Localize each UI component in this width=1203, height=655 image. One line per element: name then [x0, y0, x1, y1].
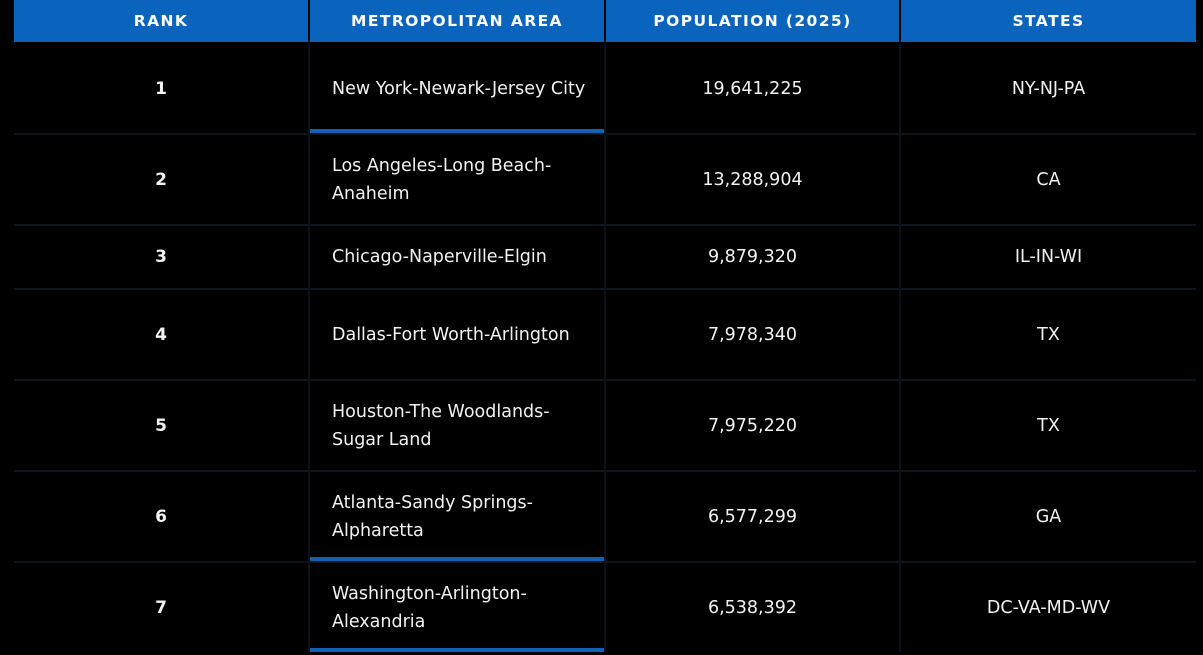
population-cell: 7,978,340 — [604, 288, 900, 380]
states-cell: IL-IN-WI — [899, 224, 1196, 289]
metro-area-cell: Houston-The Woodlands-Sugar Land — [308, 379, 605, 471]
table-row: 2 Los Angeles-Long Beach-Anaheim 13,288,… — [14, 133, 1196, 225]
rank-cell: 6 — [14, 470, 309, 562]
table-header-row: RANK METROPOLITAN AREA POPULATION (2025)… — [14, 0, 1196, 44]
states-cell: CA — [899, 133, 1196, 225]
rank-cell: 3 — [14, 224, 309, 289]
population-cell: 6,538,392 — [604, 561, 900, 652]
table-row: 7 Washington-Arlington-Alexandria 6,538,… — [14, 561, 1196, 652]
column-header-states[interactable]: STATES — [899, 0, 1196, 44]
states-cell: TX — [899, 379, 1196, 471]
metro-area-cell: Los Angeles-Long Beach-Anaheim — [308, 133, 605, 225]
column-header-metropolitan-area[interactable]: METROPOLITAN AREA — [308, 0, 605, 44]
metro-area-cell: Washington-Arlington-Alexandria — [308, 561, 605, 652]
column-header-population[interactable]: POPULATION (2025) — [604, 0, 900, 44]
population-cell: 19,641,225 — [604, 42, 900, 134]
states-cell: NY-NJ-PA — [899, 42, 1196, 134]
metro-area-cell: Atlanta-Sandy Springs-Alpharetta — [308, 470, 605, 562]
population-cell: 13,288,904 — [604, 133, 900, 225]
table-row: 5 Houston-The Woodlands-Sugar Land 7,975… — [14, 379, 1196, 471]
states-cell: TX — [899, 288, 1196, 380]
rank-cell: 4 — [14, 288, 309, 380]
population-cell: 6,577,299 — [604, 470, 900, 562]
metro-population-table: RANK METROPOLITAN AREA POPULATION (2025)… — [14, 0, 1196, 652]
population-cell: 7,975,220 — [604, 379, 900, 471]
column-header-rank[interactable]: RANK — [14, 0, 309, 44]
table-row: 1 New York-Newark-Jersey City 19,641,225… — [14, 42, 1196, 134]
rank-cell: 2 — [14, 133, 309, 225]
table-row: 3 Chicago-Naperville-Elgin 9,879,320 IL-… — [14, 224, 1196, 289]
population-cell: 9,879,320 — [604, 224, 900, 289]
table-row: 6 Atlanta-Sandy Springs-Alpharetta 6,577… — [14, 470, 1196, 562]
states-cell: GA — [899, 470, 1196, 562]
metro-area-cell: Chicago-Naperville-Elgin — [308, 224, 605, 289]
states-cell: DC-VA-MD-WV — [899, 561, 1196, 652]
rank-cell: 5 — [14, 379, 309, 471]
rank-cell: 7 — [14, 561, 309, 652]
table-row: 4 Dallas-Fort Worth-Arlington 7,978,340 … — [14, 288, 1196, 380]
metro-area-cell: New York-Newark-Jersey City — [308, 42, 605, 134]
metro-area-cell: Dallas-Fort Worth-Arlington — [308, 288, 605, 380]
rank-cell: 1 — [14, 42, 309, 134]
